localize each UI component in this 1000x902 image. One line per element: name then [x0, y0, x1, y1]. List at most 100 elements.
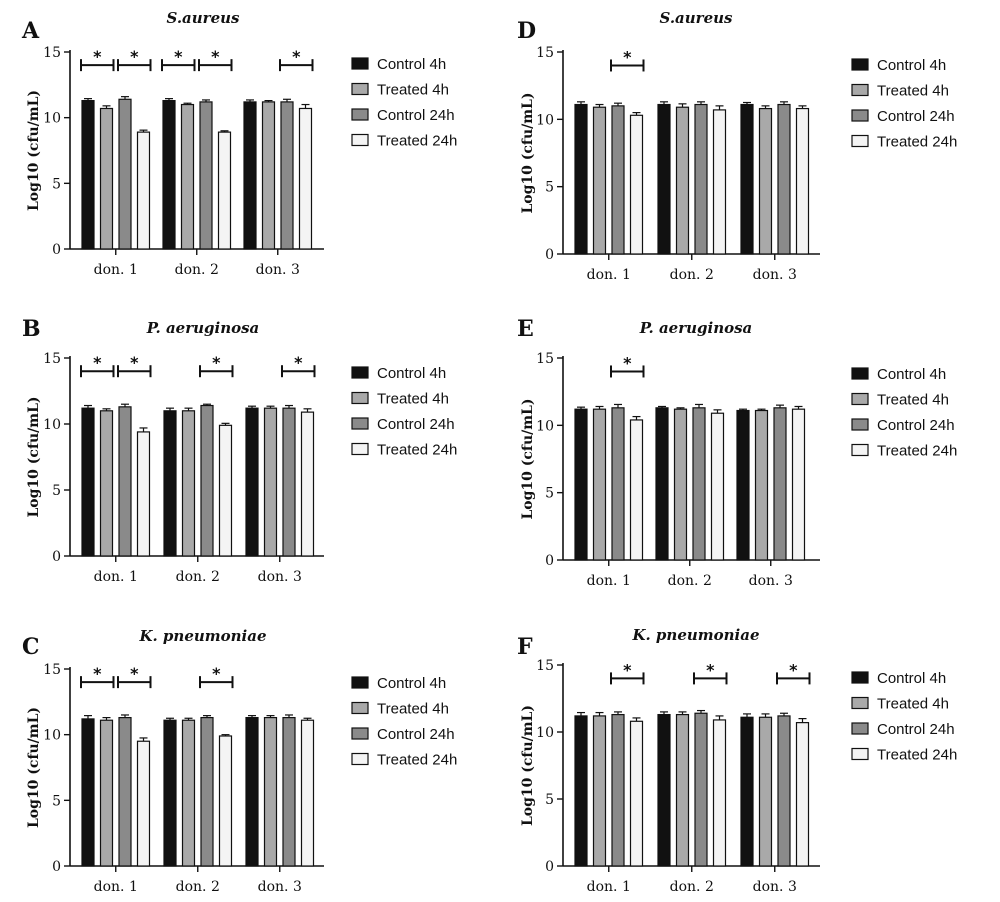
x-tick-label: don. 3 — [256, 262, 300, 278]
legend-label: Treated 4h — [877, 392, 949, 409]
significance-bracket: * — [610, 353, 645, 378]
y-tick-label: 5 — [545, 180, 554, 196]
x-tick-label: don. 2 — [176, 569, 220, 585]
significance-star: * — [93, 47, 102, 66]
bar — [243, 101, 257, 250]
x-tick-label: don. 3 — [749, 573, 793, 589]
legend-label: Control 4h — [877, 670, 946, 687]
y-tick-label: 15 — [43, 351, 61, 367]
bar — [777, 103, 791, 255]
bar — [675, 713, 690, 867]
y-tick-label: 5 — [52, 483, 61, 499]
bar — [118, 406, 132, 557]
panel-letter: C — [22, 634, 40, 660]
legend: Control 4h Treated 4h Control 24h Treated 2… — [851, 670, 957, 764]
bar — [611, 713, 625, 867]
legend-swatch — [351, 701, 369, 715]
significance-bracket: * — [776, 660, 811, 685]
bar — [694, 712, 708, 867]
chart-panel-d: D S.aureus Log10 (cfu/mL) 0 5 10 15 don. 1 don. … — [517, 9, 957, 283]
bar — [282, 716, 296, 867]
bar — [245, 407, 259, 557]
significance-bracket: * — [80, 47, 115, 72]
bar — [136, 131, 151, 250]
x-tick-label: don. 3 — [753, 879, 797, 895]
bar — [199, 101, 213, 250]
legend-label: Control 4h — [877, 57, 946, 74]
bar — [675, 106, 690, 255]
y-tick-label: 0 — [545, 553, 554, 569]
legend: Control 4h Treated 4h Control 24h Treated 2… — [351, 56, 457, 150]
y-tick-label: 10 — [536, 725, 554, 741]
y-tick-label: 5 — [52, 793, 61, 809]
y-tick-label: 0 — [545, 859, 554, 875]
y-axis-label: Log10 (cfu/mL) — [520, 705, 536, 826]
significance-star: * — [789, 660, 798, 679]
significance-bracket: * — [281, 353, 316, 378]
legend: Control 4h Treated 4h Control 24h Treated 2… — [851, 57, 957, 151]
y-tick-label: 10 — [43, 728, 61, 744]
x-tick-label: don. 1 — [94, 879, 138, 895]
bar — [280, 101, 294, 250]
x-tick-label: don. 2 — [175, 262, 219, 278]
bar — [263, 407, 278, 557]
y-axis-label: Log10 (cfu/mL) — [520, 92, 536, 213]
x-tick-label: don. 1 — [587, 879, 631, 895]
bar — [712, 719, 727, 867]
significance-bracket: * — [610, 47, 645, 72]
bar — [118, 98, 132, 250]
legend-swatch — [351, 727, 369, 740]
legend-swatch — [851, 696, 869, 710]
bar — [592, 106, 607, 255]
bar — [657, 103, 671, 255]
significance-star: * — [212, 664, 221, 683]
legend-label: Treated 4h — [377, 391, 449, 408]
legend-swatch — [351, 366, 369, 379]
significance-star: * — [174, 47, 183, 66]
legend-swatch — [351, 133, 369, 147]
bar — [81, 718, 95, 867]
x-tick-label: don. 2 — [670, 267, 714, 283]
significance-star: * — [623, 660, 632, 679]
bar — [773, 407, 787, 561]
bar — [99, 107, 114, 250]
bar — [655, 407, 669, 561]
bar — [300, 719, 315, 867]
legend: Control 4h Treated 4h Control 24h Treated 2… — [351, 675, 457, 769]
chart-title: S.aureus — [167, 9, 240, 27]
significance-star: * — [212, 353, 221, 372]
y-tick-label: 15 — [536, 658, 554, 674]
y-axis-label: Log10 (cfu/mL) — [520, 398, 536, 519]
bar — [200, 716, 214, 867]
x-tick-label: don. 3 — [258, 569, 302, 585]
chart-panel-b: B P. aeruginosa Log10 (cfu/mL) 0 5 10 15 don. 1… — [22, 316, 457, 585]
legend-swatch — [351, 391, 369, 405]
bar — [574, 408, 588, 561]
bar — [181, 719, 196, 867]
legend-swatch — [351, 82, 369, 96]
legend-label: Treated 24h — [377, 752, 457, 769]
significance-bracket: * — [279, 47, 314, 72]
bar — [740, 716, 754, 867]
significance-bracket: * — [80, 353, 115, 378]
legend: Control 4h Treated 4h Control 24h Treated 2… — [851, 366, 957, 460]
panel-letter: B — [22, 316, 41, 342]
bar — [791, 408, 806, 561]
bar — [263, 716, 278, 867]
y-tick-label: 15 — [536, 351, 554, 367]
bar — [592, 715, 607, 867]
legend-label: Control 24h — [377, 416, 455, 433]
legend-label: Control 24h — [377, 107, 455, 124]
bar — [163, 410, 177, 557]
legend-label: Control 4h — [377, 675, 446, 692]
legend-label: Control 4h — [377, 365, 446, 382]
bar — [710, 412, 725, 561]
legend-swatch — [851, 58, 869, 71]
y-tick-label: 15 — [43, 662, 61, 678]
legend-swatch — [851, 134, 869, 148]
y-tick-label: 0 — [52, 242, 61, 258]
bar — [298, 107, 313, 250]
bar — [81, 99, 95, 250]
bar — [99, 719, 114, 867]
